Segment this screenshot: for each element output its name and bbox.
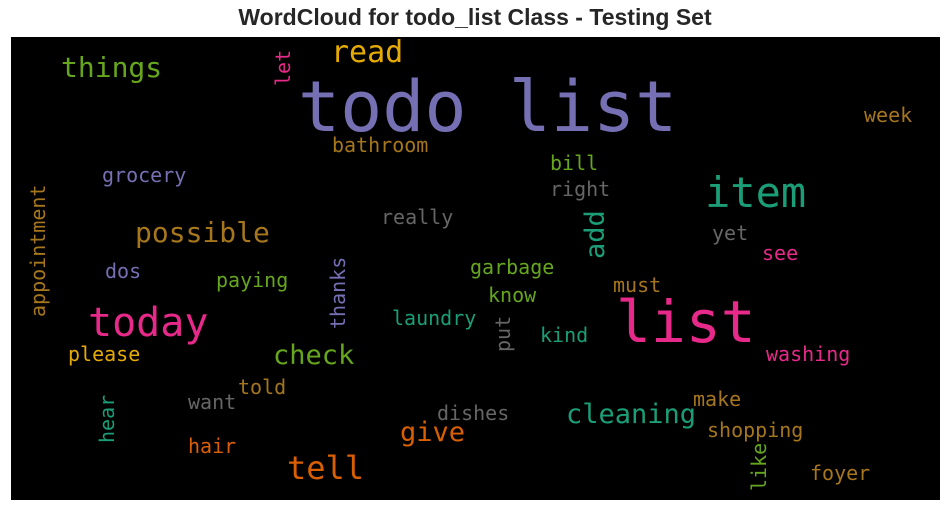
word-today: today [88,303,208,343]
word-want: want [188,392,236,412]
word-dos: dos [105,261,141,281]
word-right: right [550,179,610,199]
word-item: item [705,172,806,214]
word-kind: kind [540,325,588,345]
word-garbage: garbage [470,257,554,277]
word-check: check [273,342,354,369]
chart-title: WordCloud for todo_list Class - Testing … [0,4,950,31]
word-make: make [693,389,741,409]
word-like: like [749,443,769,491]
word-hair: hair [188,436,236,456]
wordcloud-canvas: todo list list item today tell read thin… [11,37,940,500]
word-put: put [493,316,513,352]
word-foyer: foyer [810,463,870,483]
word-told: told [238,377,286,397]
word-shopping: shopping [707,420,803,440]
word-bill: bill [550,153,598,173]
word-must: must [613,275,661,295]
word-week: week [864,105,912,125]
word-possible: possible [135,219,270,247]
word-see: see [762,243,798,263]
word-read: read [331,38,403,68]
word-things: things [61,54,162,82]
word-please: please [68,344,140,364]
word-cleaning: cleaning [566,401,696,428]
word-appointment: appointment [28,185,48,317]
word-yet: yet [712,223,748,243]
word-tell: tell [287,452,364,484]
word-know: know [488,285,536,305]
word-thanks: thanks [328,257,348,329]
word-add: add [582,210,609,259]
word-grocery: grocery [102,165,186,185]
word-laundry: laundry [392,308,476,328]
word-really: really [381,207,453,227]
word-let: let [273,50,293,86]
word-bathroom: bathroom [332,135,428,155]
word-dishes: dishes [437,403,509,423]
word-washing: washing [766,344,850,364]
word-hear: hear [97,395,117,443]
word-list: list [616,293,756,351]
word-todo-list: todo list [298,72,677,142]
word-paying: paying [216,270,288,290]
